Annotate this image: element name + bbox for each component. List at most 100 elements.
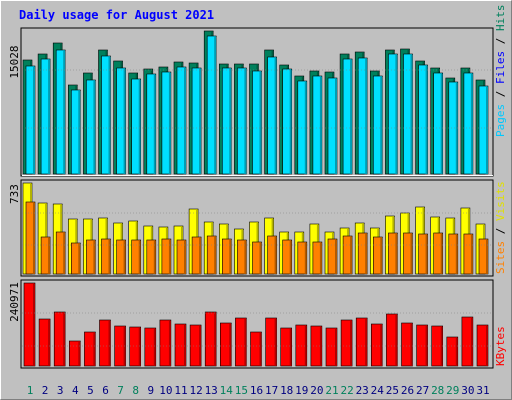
x-label-day-23: 23 [356,384,369,397]
bar-shade-pages-day-11 [184,68,186,174]
bar-shade-pages-day-21 [335,79,337,174]
bar-shade-sites-day-24 [380,238,383,274]
bar-shade-sites-day-19 [304,243,307,274]
x-label-day-11: 11 [174,384,187,397]
legend-bot: KBytes [494,326,507,366]
bar-shade-kbytes-day-28 [440,327,443,366]
bar-shade-pages-day-8 [138,80,141,174]
bar-shade-pages-day-24 [380,77,383,174]
x-label-day-16: 16 [250,384,263,397]
bar-shade-pages-day-17 [274,58,277,174]
x-label-day-9: 9 [147,384,154,397]
bar-shade-kbytes-day-23 [365,319,368,366]
bar-shade-kbytes-day-29 [455,338,458,366]
bar-shade-kbytes-day-27 [425,326,428,366]
bar-shade-pages-day-4 [78,91,81,174]
bar-shade-sites-day-25 [395,234,398,274]
x-label-day-21: 21 [325,384,338,397]
legend-hits: Hits [494,5,507,32]
bar-shade-pages-day-13 [214,37,217,174]
bar-shade-pages-day-19 [304,82,307,174]
bar-shade-kbytes-day-21 [335,329,337,366]
bar-shade-pages-day-1 [33,67,35,174]
legend-slash: / [494,221,507,241]
legend-visits: Visits [494,181,507,221]
legend-kbytes: KBytes [494,326,507,366]
bar-shade-sites-day-18 [289,241,292,274]
x-label-day-7: 7 [117,384,124,397]
bar-shade-pages-day-14 [229,69,232,174]
bar-shade-pages-day-31 [486,87,488,174]
x-label-day-2: 2 [42,384,49,397]
bar-shade-pages-day-16 [259,72,262,174]
x-label-day-3: 3 [57,384,64,397]
bar-shade-pages-day-9 [153,75,156,174]
bar-shade-sites-day-14 [229,240,232,274]
bar-shade-sites-day-3 [63,233,66,274]
mid-ymax-label: 733 [8,184,21,204]
bar-shade-pages-day-10 [168,73,171,174]
bar-shade-pages-day-28 [440,74,443,174]
bar-shade-sites-day-16 [259,243,262,274]
bar-shade-sites-day-6 [108,240,111,274]
bar-shade-sites-day-12 [199,238,202,274]
x-label-day-27: 27 [416,384,429,397]
x-axis-day-labels: 1 2 3 4 5 6 7 8 9 10 11 12 13 14 15 16 17 18 19 20 21 22 23 24 2… [27,384,490,397]
bar-shade-pages-day-18 [289,70,292,174]
bar-shade-kbytes-day-2 [48,320,51,366]
x-label-day-6: 6 [102,384,109,397]
bar-shade-kbytes-day-7 [123,327,126,366]
bar-shade-pages-day-25 [395,55,398,174]
x-label-day-31: 31 [476,384,489,397]
legend-top: Pages / Files / Hits [494,5,507,138]
x-label-day-13: 13 [205,384,218,397]
x-label-day-18: 18 [280,384,293,397]
x-label-day-10: 10 [159,384,172,397]
bar-shade-kbytes-day-12 [199,326,202,366]
x-label-day-20: 20 [310,384,323,397]
bar-shade-kbytes-day-3 [63,313,66,366]
x-label-day-12: 12 [189,384,202,397]
bar-shade-sites-day-2 [48,238,51,274]
bar-shade-pages-day-7 [123,69,126,174]
bar-shade-kbytes-day-10 [168,321,171,366]
bar-shade-kbytes-day-16 [259,333,262,366]
top-ymax-label: 15028 [8,45,21,78]
bar-shade-kbytes-day-4 [78,342,81,366]
bar-shade-sites-day-13 [214,237,217,274]
bot-ymax-label: 240971 [8,282,21,322]
bar-shade-kbytes-day-15 [244,319,247,366]
bar-shade-kbytes-day-24 [380,325,383,366]
bar-shade-kbytes-day-19 [304,326,307,366]
bar-shade-pages-day-15 [244,69,247,174]
bar-shade-pages-day-6 [108,57,111,174]
bar-shade-pages-day-26 [410,55,413,174]
bar-shade-pages-day-22 [350,60,353,174]
bar-shade-kbytes-day-5 [93,333,96,366]
bar-shade-sites-day-4 [78,244,81,274]
bar-shade-sites-day-23 [365,234,368,274]
x-label-day-14: 14 [220,384,234,397]
bar-shade-kbytes-day-1 [33,284,35,366]
x-label-day-17: 17 [265,384,278,397]
x-label-day-28: 28 [431,384,444,397]
x-label-day-15: 15 [235,384,248,397]
x-label-day-19: 19 [295,384,308,397]
bar-shade-pages-day-29 [455,83,458,174]
gridlines [22,69,492,347]
x-label-day-26: 26 [401,384,414,397]
bar-shade-kbytes-day-14 [229,324,232,366]
legend-slash: / [494,31,507,51]
bar-shade-kbytes-day-30 [470,318,473,366]
legend-files: Files [494,51,507,84]
bottom-bars [23,282,489,367]
bar-shade-kbytes-day-13 [214,313,217,366]
legend-pages: Pages [494,104,507,137]
bar-shade-sites-day-5 [93,241,96,274]
bar-shade-pages-day-3 [63,51,66,174]
middle-bars [22,182,489,275]
legend-slash: / [494,84,507,104]
bar-shade-pages-day-30 [470,74,473,174]
bar-shade-kbytes-day-17 [274,319,277,366]
